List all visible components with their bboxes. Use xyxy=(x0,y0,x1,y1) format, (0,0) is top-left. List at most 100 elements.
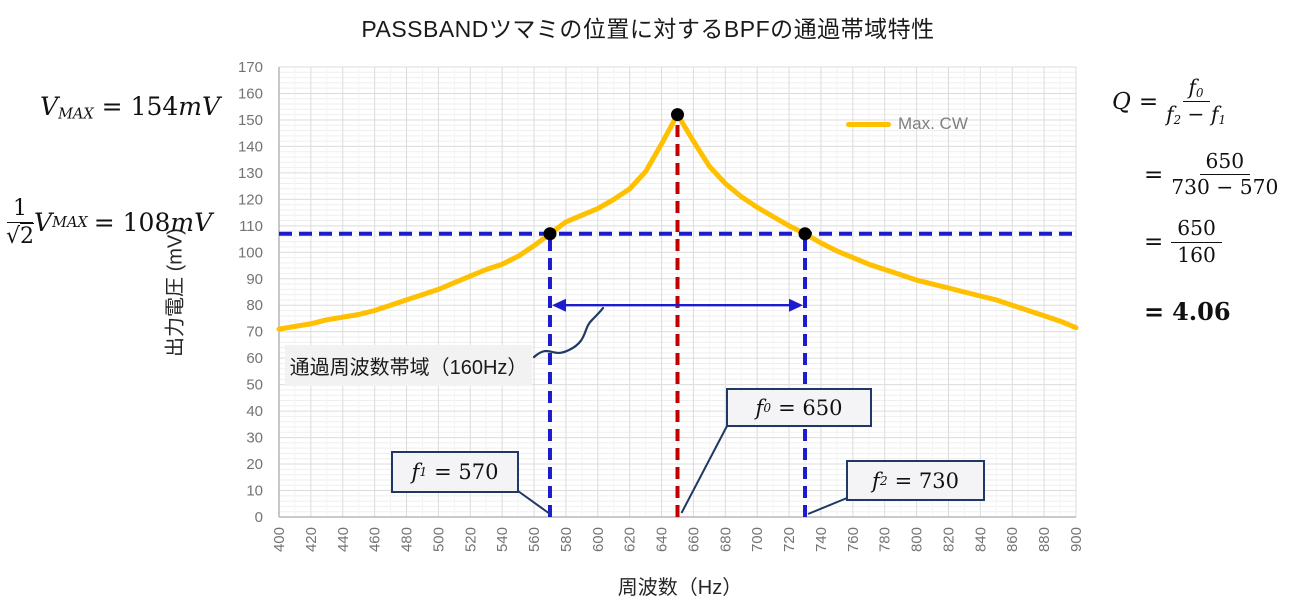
f0-var: f xyxy=(1188,75,1197,99)
y-tick-label: 150 xyxy=(238,112,263,129)
x-tick-label: 540 xyxy=(494,527,511,552)
half-power-value: = 108 xyxy=(93,208,171,238)
x-tick-label: 820 xyxy=(940,527,957,552)
denominator: 730 − 570 xyxy=(1171,175,1279,200)
q-reduced-fraction: 650 160 xyxy=(1171,217,1222,267)
q-factor-formula-block: Q = f0 f2 − f1 = 650 730 − 570 = 650 160… xyxy=(1112,75,1296,326)
series-line-swatch-icon xyxy=(846,121,891,127)
x-tick-label: 440 xyxy=(335,527,352,552)
x-tick-label: 900 xyxy=(1068,527,1085,552)
x-tick-label: 580 xyxy=(558,527,575,552)
squiggle-connector xyxy=(532,306,605,359)
formula-q-definition: Q = f0 f2 − f1 xyxy=(1112,75,1226,128)
data-point-marker xyxy=(798,227,812,241)
formula-q-result: = 4.06 xyxy=(1136,297,1231,326)
band-arrow-head-right xyxy=(789,298,804,312)
f1-value: = 570 xyxy=(434,460,499,484)
q-def-denominator: f2 − f1 xyxy=(1166,102,1226,127)
q-def-numerator: f0 xyxy=(1182,75,1210,103)
f0-var: f xyxy=(755,395,764,420)
annotation-half-power: 1 √2 V MAX = 108 mV xyxy=(6,196,212,250)
half-power-variable: V xyxy=(34,208,53,238)
leader-line-f2 xyxy=(807,497,848,515)
f1-sub: 1 xyxy=(419,465,428,479)
vmax-value: = 154 xyxy=(101,92,179,121)
x-tick-label: 780 xyxy=(877,527,894,552)
f0-sub: 0 xyxy=(763,400,772,415)
f2-sub: 2 xyxy=(879,473,888,488)
data-point-marker xyxy=(543,227,557,241)
f1-sub: 1 xyxy=(1218,113,1226,128)
x-tick-label: 800 xyxy=(909,527,926,552)
q-variable: Q xyxy=(1112,88,1131,115)
x-tick-label: 740 xyxy=(813,527,830,552)
vmax-subscript: MAX xyxy=(58,106,94,123)
leader-line-f1 xyxy=(517,490,551,515)
fraction-numerator: 1 xyxy=(7,196,34,224)
formula-q-reduced: = 650 160 xyxy=(1136,217,1222,267)
y-tick-label: 100 xyxy=(238,244,263,261)
f1-var: f xyxy=(1210,102,1219,127)
radicand: 2 xyxy=(20,223,35,250)
f2-value: = 730 xyxy=(894,468,959,493)
equals-sign: = xyxy=(1144,161,1164,188)
y-tick-label: 20 xyxy=(246,456,263,473)
fraction-denominator: √2 xyxy=(6,223,35,250)
half-power-subscript: MAX xyxy=(52,214,88,231)
x-tick-label: 760 xyxy=(845,527,862,552)
x-tick-label: 660 xyxy=(685,527,702,552)
f2-var: f xyxy=(1166,102,1174,127)
y-tick-label: 90 xyxy=(246,271,263,288)
minus-sign: − xyxy=(1187,102,1205,127)
y-tick-label: 30 xyxy=(246,430,263,447)
band-arrow-head-left xyxy=(551,298,566,312)
equals-sign: = xyxy=(1144,296,1165,326)
f1-var: f xyxy=(411,460,420,484)
f2-var: f xyxy=(872,468,880,493)
vmax-variable: V xyxy=(40,92,59,121)
bandwidth-label: 通過周波数帯域（160Hz） xyxy=(285,345,532,386)
x-tick-label: 500 xyxy=(430,527,447,552)
numerator: 650 xyxy=(1171,217,1222,243)
y-tick-label: 0 xyxy=(255,509,263,526)
x-tick-label: 880 xyxy=(1036,527,1053,552)
x-tick-label: 460 xyxy=(367,527,384,552)
y-tick-label: 40 xyxy=(246,403,263,420)
legend: Max. CW xyxy=(846,114,968,134)
x-tick-label: 420 xyxy=(303,527,320,552)
y-tick-label: 120 xyxy=(238,191,263,208)
y-tick-label: 10 xyxy=(246,483,263,500)
x-tick-label: 700 xyxy=(749,527,766,552)
legend-label: Max. CW xyxy=(898,114,968,133)
x-axis-title: 周波数（Hz） xyxy=(617,577,743,599)
equals-sign: = xyxy=(1144,229,1164,256)
x-tick-label: 860 xyxy=(1004,527,1021,552)
data-point-marker xyxy=(671,108,684,122)
x-tick-label: 620 xyxy=(622,527,639,552)
q-substitution-fraction: 650 730 − 570 xyxy=(1171,149,1279,200)
x-tick-label: 560 xyxy=(526,527,543,552)
y-tick-label: 140 xyxy=(238,138,263,155)
y-tick-label: 80 xyxy=(246,297,263,314)
f0-value: = 650 xyxy=(778,395,843,420)
y-tick-label: 170 xyxy=(238,59,263,76)
y-tick-label: 110 xyxy=(239,218,263,235)
f2-sub: 2 xyxy=(1173,113,1182,128)
half-power-unit: mV xyxy=(170,208,213,238)
chart-title: PASSBANDツマミの位置に対するBPFの通過帯域特性 xyxy=(361,16,935,42)
q-definition-fraction: f0 f2 − f1 xyxy=(1166,75,1226,128)
equals-sign: = xyxy=(1138,88,1159,115)
x-tick-label: 600 xyxy=(590,527,607,552)
one-over-sqrt2-fraction: 1 √2 xyxy=(6,196,35,250)
x-tick-label: 520 xyxy=(462,527,479,552)
y-tick-label: 60 xyxy=(246,350,263,367)
numerator: 650 xyxy=(1199,149,1251,176)
y-tick-label: 70 xyxy=(246,324,263,341)
leader-line-f0 xyxy=(680,425,728,514)
f0-sub: 0 xyxy=(1196,85,1204,100)
